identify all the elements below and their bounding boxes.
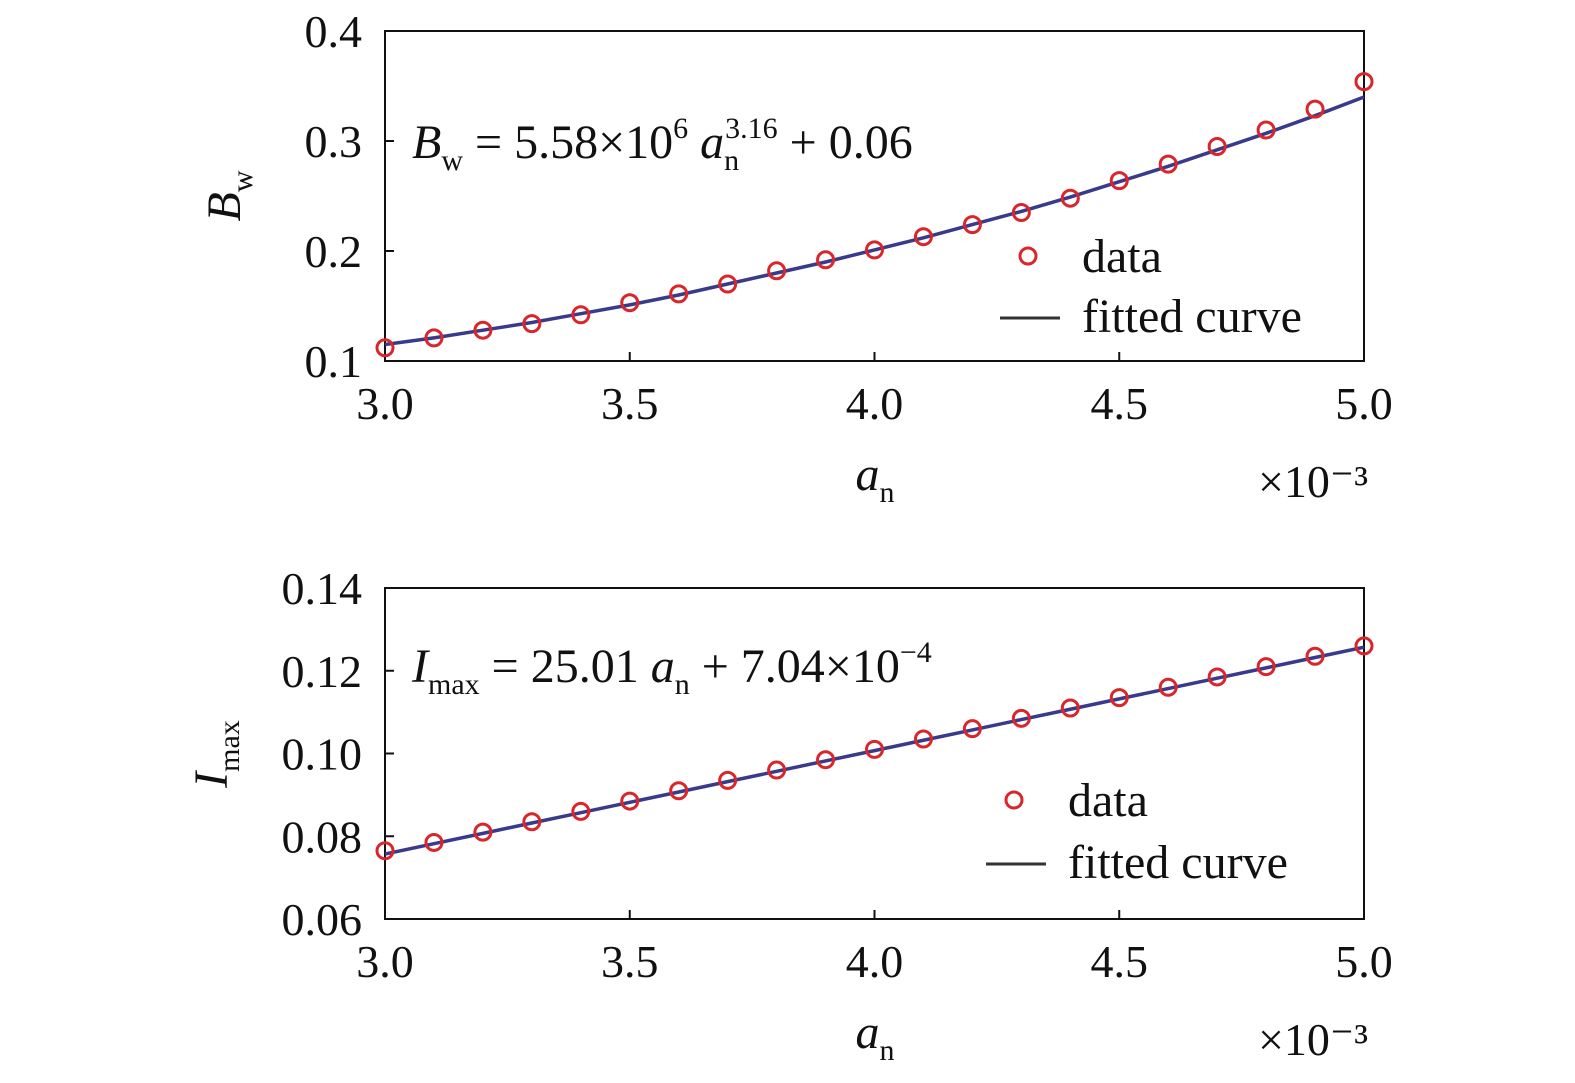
- legend-label-data: data: [1082, 230, 1162, 283]
- data-point: [865, 240, 884, 260]
- x-tick-label: 4.5: [1091, 936, 1149, 987]
- fit-equation: Bw = 5.58×106 an3.16 + 0.06: [412, 112, 913, 177]
- data-point: [620, 293, 640, 313]
- fitted-curve-line: [385, 645, 1364, 856]
- data-point: [718, 274, 738, 294]
- x-tick-label: 5.0: [1335, 936, 1393, 987]
- data-point: [913, 227, 933, 247]
- x-tick-label: 4.5: [1091, 378, 1149, 429]
- y-tick-label: 0.12: [282, 646, 363, 697]
- data-point: [375, 841, 395, 861]
- y-tick-label: 0.3: [305, 116, 363, 167]
- y-tick-label: 0.06: [282, 894, 363, 945]
- data-point: [816, 750, 836, 770]
- data-point: [473, 822, 493, 842]
- data-point: [1060, 188, 1080, 208]
- y-axis-label: Bw: [198, 170, 259, 221]
- data-point: [865, 739, 884, 759]
- x-axis-label: an: [856, 1006, 895, 1067]
- data-point: [1011, 203, 1031, 222]
- data-point: [1207, 667, 1227, 687]
- data-point: [1354, 72, 1374, 92]
- data-point: [1060, 698, 1080, 718]
- data-point: [1305, 99, 1325, 119]
- data-point: [1354, 636, 1374, 656]
- data-point: [522, 314, 542, 334]
- x-tick-label: 3.5: [601, 936, 659, 987]
- data-point: [718, 770, 738, 790]
- data-point: [571, 305, 591, 325]
- legend-label-fitted-curve: fitted curve: [1082, 290, 1302, 343]
- data-point: [522, 812, 542, 832]
- x-tick-label: 5.0: [1335, 378, 1393, 429]
- data-point: [1158, 677, 1178, 697]
- y-tick-label: 0.08: [282, 811, 363, 862]
- x-axis-label: an: [856, 448, 895, 509]
- x-tick-label: 3.0: [356, 378, 414, 429]
- data-point: [962, 719, 982, 739]
- data-point: [1207, 137, 1227, 156]
- data-point: [571, 801, 591, 821]
- data-point: [1256, 657, 1276, 677]
- data-point: [1109, 171, 1129, 191]
- y-tick-label: 0.1: [305, 336, 363, 387]
- y-axis-label: Imax: [185, 720, 246, 789]
- chart-panel-bw: 3.0 3.5 4.0 4.5 5.0 0.1 0.2 0.3 0.4 an ×10⁻³ Bw Bw =…: [198, 6, 1393, 509]
- x-tick-label: 3.5: [601, 378, 659, 429]
- data-point: [1158, 154, 1178, 174]
- x-tick-label: 3.0: [356, 936, 414, 987]
- x-scale-label: ×10⁻³: [1258, 1014, 1368, 1065]
- legend-marker-data: [1018, 246, 1038, 266]
- x-tick-label: 4.0: [846, 936, 904, 987]
- y-tick-label: 0.4: [305, 6, 363, 57]
- y-tick-label: 0.14: [282, 563, 363, 614]
- data-point: [375, 338, 395, 358]
- data-point: [1256, 120, 1276, 140]
- y-tick-label: 0.10: [282, 729, 363, 780]
- legend-marker-data: [1004, 790, 1024, 810]
- legend-label-fitted-curve: fitted curve: [1068, 836, 1288, 889]
- data-point: [424, 328, 444, 348]
- y-tick-label: 0.2: [305, 226, 363, 277]
- data-point: [1011, 708, 1031, 728]
- data-point: [669, 781, 689, 801]
- x-scale-label: ×10⁻³: [1258, 456, 1368, 507]
- data-point: [767, 760, 787, 780]
- data-point: [1109, 688, 1129, 708]
- legend-label-data: data: [1068, 774, 1148, 827]
- data-point: [767, 261, 787, 281]
- x-tick-label: 4.0: [846, 378, 904, 429]
- fitted-curve-line: [385, 95, 1364, 347]
- chart-panel-imax: 3.0 3.5 4.0 4.5 5.0 0.06 0.08 0.10 0.12 0.14 an ×10…: [185, 563, 1393, 1067]
- data-point: [816, 250, 836, 270]
- data-point: [1305, 646, 1325, 666]
- data-point: [962, 215, 982, 235]
- data-point: [424, 832, 444, 852]
- data-point: [669, 284, 689, 304]
- data-point: [473, 320, 493, 340]
- data-point: [620, 791, 640, 811]
- data-point: [913, 729, 933, 749]
- fit-equation: Imax = 25.01 an + 7.04×10−4: [411, 636, 932, 701]
